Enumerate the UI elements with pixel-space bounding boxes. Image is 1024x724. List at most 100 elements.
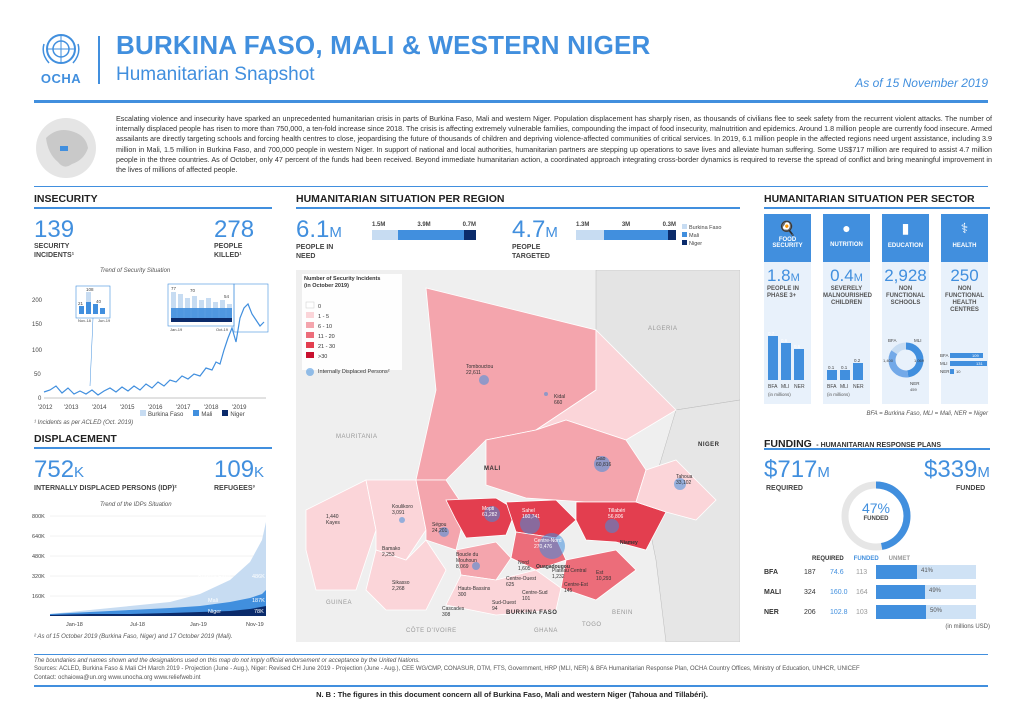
health-bar-bfa-value: 109 — [972, 353, 979, 358]
region-map — [296, 270, 740, 642]
education-donut-mli — [888, 342, 924, 378]
food-bar-ner-value: 0.5 — [794, 344, 801, 349]
pin-value: 6.1M — [296, 216, 342, 243]
health-bar-ner-label: NER — [940, 369, 950, 374]
funding-row-unmet: 164 — [856, 588, 868, 596]
place-sikasso: Sikasso 2,268 — [392, 580, 410, 592]
health-bar-mli — [950, 361, 987, 366]
place-boucle: Boucle du Mouhoun 8,069 — [456, 552, 479, 570]
target-bar-bfa: 1.3M — [576, 222, 590, 228]
y-tick-800k: 800K — [32, 514, 45, 520]
security-trend-title: Trend of Security Situation — [100, 268, 171, 274]
place-mopti: Mopti 61,282 — [482, 506, 498, 518]
funding-row-bar-fill — [876, 605, 926, 619]
nutrition-icon: ● — [842, 220, 851, 236]
map-legend-2: 6 - 10 — [318, 324, 333, 330]
area-label-bfa-name: Burkina Faso — [198, 574, 230, 580]
page-subtitle: Humanitarian Snapshot — [116, 64, 315, 85]
security-trend-chart: 200 150 100 50 0 '2012 '2013 '2014 '2015… — [32, 283, 269, 411]
y-tick-50: 50 — [34, 372, 41, 378]
region-boucle — [455, 541, 512, 581]
security-trend-line — [43, 302, 265, 396]
funding-row-required: 206 — [804, 608, 816, 616]
book-icon: ▮ — [901, 220, 910, 236]
bar-legend-niger: Niger — [682, 240, 721, 248]
place-est: Est 10,293 — [596, 570, 612, 582]
x-tick-2019: '2019 — [232, 405, 247, 411]
funded-value: $339M — [924, 456, 990, 483]
place-tillaberi: Tillabéri 56,806 — [608, 508, 626, 520]
label-burkina: BURKINA FASO — [506, 610, 558, 616]
idp-trend-chart: 800K 640K 480K 320K 160K Jan-18 Jul-18 J… — [32, 514, 266, 628]
intro-paragraph: Escalating violence and insecurity have … — [116, 114, 992, 175]
target-bar-niger: 0.3M — [662, 222, 676, 228]
education-donut-mli-label: MLI — [914, 338, 922, 343]
place-plateau: Plateau Central 1,232 — [552, 568, 587, 580]
sector-mini-charts: 0.7 0.6 0.5 BFA MLI NER (in millions) 0.… — [768, 331, 987, 397]
displacement-title: DISPLACEMENT — [34, 433, 117, 445]
donut-pct: 47% — [861, 500, 891, 516]
area-label-mali-value: 187K — [252, 598, 265, 604]
funding-row-bar-fill — [876, 565, 917, 579]
education-donut-bfa-label: BFA — [888, 338, 897, 343]
idp-area-mali — [50, 590, 266, 616]
funding-row-required: 187 — [804, 568, 816, 576]
x-tick-jan18: Jan-18 — [66, 622, 83, 628]
funding-row-bar: 49% — [876, 585, 976, 599]
food-bar-bfa-label: BFA — [768, 384, 778, 390]
x-tick-2014: '2014 — [92, 405, 107, 411]
funding-row-required: 324 — [804, 588, 816, 596]
required-value: $717M — [764, 456, 830, 483]
page-title: BURKINA FASO, MALI & WESTERN NIGER — [116, 30, 651, 60]
killed-value: 278 — [214, 216, 255, 243]
food-bar-mli-label: MLI — [781, 384, 789, 390]
funding-row-bar: 50% — [876, 605, 976, 619]
education-donut-bfa-value: 1,400 — [883, 358, 894, 363]
funding-row-country: BFA — [764, 568, 778, 576]
funding-donut-arc — [841, 481, 911, 551]
health-label: NON FUNCTIONAL HEALTH CENTRES — [945, 286, 984, 313]
x-tick-jan19: Jan-19 — [190, 622, 207, 628]
education-donut-bfa — [888, 342, 924, 378]
place-tahoua: Tahoua 33,102 — [676, 474, 693, 486]
health-bar-bfa-label: BFA — [940, 353, 949, 358]
report-date: As of 15 November 2019 — [855, 76, 988, 90]
funding-donut — [841, 481, 911, 551]
map-legend-1: 1 - 5 — [318, 314, 330, 320]
inset2-axis-end: Oct-19 — [216, 327, 229, 332]
map-legend-idp: Internally Displaced Persons² — [318, 369, 390, 375]
bar-legend: Burkina Faso Mali Niger — [682, 224, 721, 248]
area-label-niger-name: Niger — [208, 609, 221, 615]
sector-nutrition: ● NUTRITION 0.4M SEVERELY MALNOURISHED C… — [823, 214, 872, 404]
label-algeria: ALGERIA — [648, 326, 678, 332]
region-mopti — [445, 497, 517, 539]
nutrition-label: SEVERELY MALNOURISHED CHILDREN — [823, 286, 872, 306]
health-bar-bfa — [950, 353, 983, 358]
refugees-value: 109K — [214, 456, 265, 483]
x-tick-2017: '2017 — [176, 405, 191, 411]
nutrition-bar-bfa — [827, 370, 837, 380]
nutrition-bar-mli-label: MLI — [840, 384, 848, 390]
ocha-logo: OCHA — [36, 32, 86, 86]
food-label: PEOPLE IN PHASE 3+ — [767, 286, 800, 299]
footer-rule — [34, 654, 988, 655]
region-tahoua — [635, 459, 717, 521]
y-tick-0: 0 — [38, 396, 42, 402]
displacement-footnote: ² As of 15 October 2019 (Burkina Faso, N… — [34, 634, 233, 640]
donut-center: 47% FUNDED — [838, 500, 914, 522]
x-tick-jul18: Jul-18 — [130, 622, 145, 628]
education-donut-ner-label: NER — [910, 381, 920, 386]
y-tick-640k: 640K — [32, 534, 45, 540]
place-hauts-bassins: Hauts-Bassins 300 — [458, 586, 491, 598]
x-tick-2015: '2015 — [120, 405, 135, 411]
label-guinea: GUINEA — [326, 600, 353, 606]
funding-row-funded: 74.6 — [830, 568, 844, 576]
place-centre-sud: Centre-Sud 101 — [522, 590, 548, 602]
food-bar-bfa-value: 0.7 — [768, 331, 775, 336]
funding-row-pct: 41% — [921, 568, 934, 574]
footer-rule-2 — [34, 685, 988, 687]
col-unmet: UNMET — [888, 556, 911, 562]
label-togo: TOGO — [582, 622, 602, 628]
place-nord: Nord 1,605 — [518, 560, 531, 572]
idp-label: INTERNALLY DISPLACED PERSONS (IDP)² — [34, 485, 177, 492]
